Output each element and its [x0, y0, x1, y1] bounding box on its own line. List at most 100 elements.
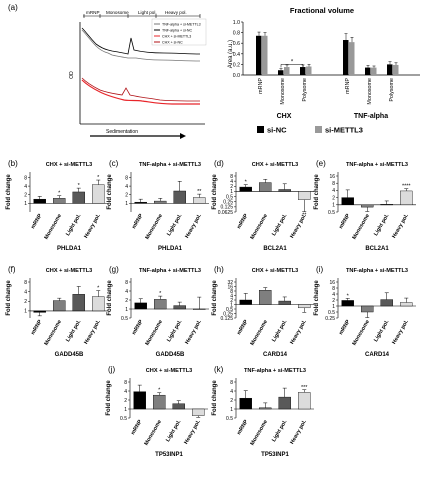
- bar-heavy-pol-: [92, 184, 105, 204]
- y-tick-label: 0.25: [223, 311, 233, 317]
- y-tick-label: 2: [124, 398, 127, 404]
- y-tick-label: 1: [24, 201, 27, 207]
- fold-change-chart-tp53inp1: (j) CHX + si-METTL3 0.5 1 2 4 8 Fold change mRNP…: [106, 365, 208, 458]
- category-label: Heavy pol.: [391, 213, 410, 240]
- bar-monosome: [259, 407, 272, 410]
- significance-marker: ****: [402, 184, 411, 190]
- bar-light-pol-: [278, 396, 291, 410]
- header-heavy-pol: Heavy pol.: [165, 10, 187, 15]
- panel-letter: (d): [214, 159, 224, 168]
- bar-mrnp: [133, 391, 146, 410]
- category-label: Light pol.: [373, 319, 391, 343]
- fold-change-chart-gadd45b: (f) CHX + si-METTL3 1 2 4 8 Fold change mRNP Mon…: [6, 265, 108, 358]
- y-tick-label: 2: [230, 184, 233, 190]
- category-label: mRNP: [338, 319, 351, 336]
- category-label: Light pol.: [271, 213, 289, 237]
- legend-chx-mettl3: CHX + si-METTL3: [162, 35, 191, 39]
- frac-y-tick-label: 0.8: [233, 31, 240, 37]
- frac-bar-mettl3: [393, 64, 399, 75]
- panel-letter: (c): [109, 159, 119, 168]
- gene-label: CARD14: [263, 352, 288, 358]
- bar-mrnp: [134, 201, 147, 204]
- bar-monosome: [53, 300, 66, 312]
- category-label: Monosome: [44, 319, 63, 347]
- fractional-legend: si-NC si-METTL3: [257, 126, 363, 135]
- frac-sig-star: *: [291, 59, 294, 65]
- bar-light-pol-: [173, 190, 186, 204]
- bar-light-pol-: [380, 299, 393, 307]
- bar-monosome: [53, 198, 66, 204]
- panel-letter: (i): [316, 265, 323, 274]
- gene-label: CARD14: [365, 352, 390, 358]
- frac-bar-nc: [278, 70, 284, 75]
- category-label: mRNP: [236, 419, 249, 436]
- sedimentation-arrowhead: [180, 133, 186, 139]
- bar-mrnp: [134, 302, 147, 310]
- y-tick-label: 2: [332, 195, 335, 201]
- y-tick-label: 32: [227, 280, 233, 286]
- gene-label: PHLDA1: [57, 246, 82, 252]
- y-tick-label: 8: [332, 286, 335, 292]
- gene-label: TP53INP1: [261, 452, 289, 458]
- y-tick-label: 4: [24, 289, 27, 295]
- category-label: Monosome: [144, 419, 163, 447]
- panel-a-letter: (a): [8, 3, 18, 12]
- y-tick-label: 4: [230, 389, 233, 395]
- y-tick-label: 4: [230, 179, 233, 185]
- bar-light-pol-: [172, 403, 185, 410]
- y-tick-label: 0.25: [325, 316, 335, 322]
- fold-change-chart-phlda1: (b) CHX + si-METTL3 1 2 4 8 Fold change mRNP * Mo…: [6, 159, 108, 252]
- y-tick-label: 16: [329, 174, 335, 180]
- y-tick-label: 1: [230, 407, 233, 413]
- category-label: Heavy pol.: [391, 319, 410, 346]
- y-tick-label: 4: [230, 293, 233, 299]
- chart-title: TNF-alpha + si-METTL3: [139, 162, 201, 168]
- frac-category-label: mRNP: [345, 78, 351, 94]
- category-label: Light pol.: [271, 419, 289, 443]
- frac-bar-nc: [365, 67, 371, 75]
- y-tick-label: 2: [125, 193, 128, 199]
- bar-heavy-pol-: [92, 296, 105, 312]
- y-tick-label: 1: [124, 407, 127, 413]
- y-tick-label: 2: [230, 298, 233, 304]
- y-axis-label: Fold change: [212, 380, 218, 416]
- y-tick-label: 0.0625: [218, 210, 234, 216]
- frac-group-label: CHX: [277, 113, 292, 120]
- fold-change-chart-phlda1: (c) TNF-alpha + si-METTL3 1 2 4 8 Fold change m…: [107, 159, 209, 252]
- bar-mrnp: [341, 197, 354, 206]
- frac-bar-nc: [256, 35, 262, 75]
- panel-letter: (e): [316, 159, 326, 168]
- panel-a: (a) OD Sedimentation mRNP Monosome Light…: [8, 3, 207, 139]
- panel-letter: (g): [109, 265, 119, 274]
- y-tick-label: 1: [230, 189, 233, 195]
- category-label: Light pol.: [165, 419, 183, 443]
- fractional-volume-chart: Fractional volume Area (a.u.) si-NC si-ME…: [228, 6, 420, 135]
- chart-title: CHX + si-METTL3: [46, 268, 92, 274]
- legend-tnf-nc: TNF-alpha + si-NC: [162, 29, 192, 33]
- y-tick-label: 8: [125, 280, 128, 286]
- y-axis-label: Fold change: [314, 174, 320, 210]
- y-tick-label: 16: [329, 280, 335, 286]
- gene-label: GADD45B: [156, 352, 185, 358]
- panel-a-ylabel: OD: [69, 71, 75, 79]
- header-ticks: [83, 14, 201, 18]
- chart-title: TNF-alpha + si-METTL3: [139, 268, 201, 274]
- bar-heavy-pol-: [193, 308, 206, 310]
- significance-marker: *: [78, 183, 81, 189]
- panel-letter: (k): [214, 365, 224, 374]
- significance-marker: *: [97, 175, 100, 181]
- bar-light-pol-: [173, 305, 186, 310]
- bar-monosome: [361, 204, 374, 208]
- y-tick-label: 0.5: [328, 210, 335, 216]
- y-tick-label: 0.25: [223, 200, 233, 206]
- header-light-pol: Light pol.: [138, 10, 157, 15]
- y-tick-label: 0.5: [328, 310, 335, 316]
- category-label: mRNP: [236, 319, 249, 336]
- bar-monosome: [153, 394, 166, 410]
- y-tick-label: 4: [125, 184, 128, 190]
- panel-a-xlabel: Sedimentation: [106, 129, 138, 135]
- y-tick-label: 8: [332, 181, 335, 187]
- category-label: Monosome: [250, 319, 269, 347]
- y-tick-label: 16: [227, 284, 233, 290]
